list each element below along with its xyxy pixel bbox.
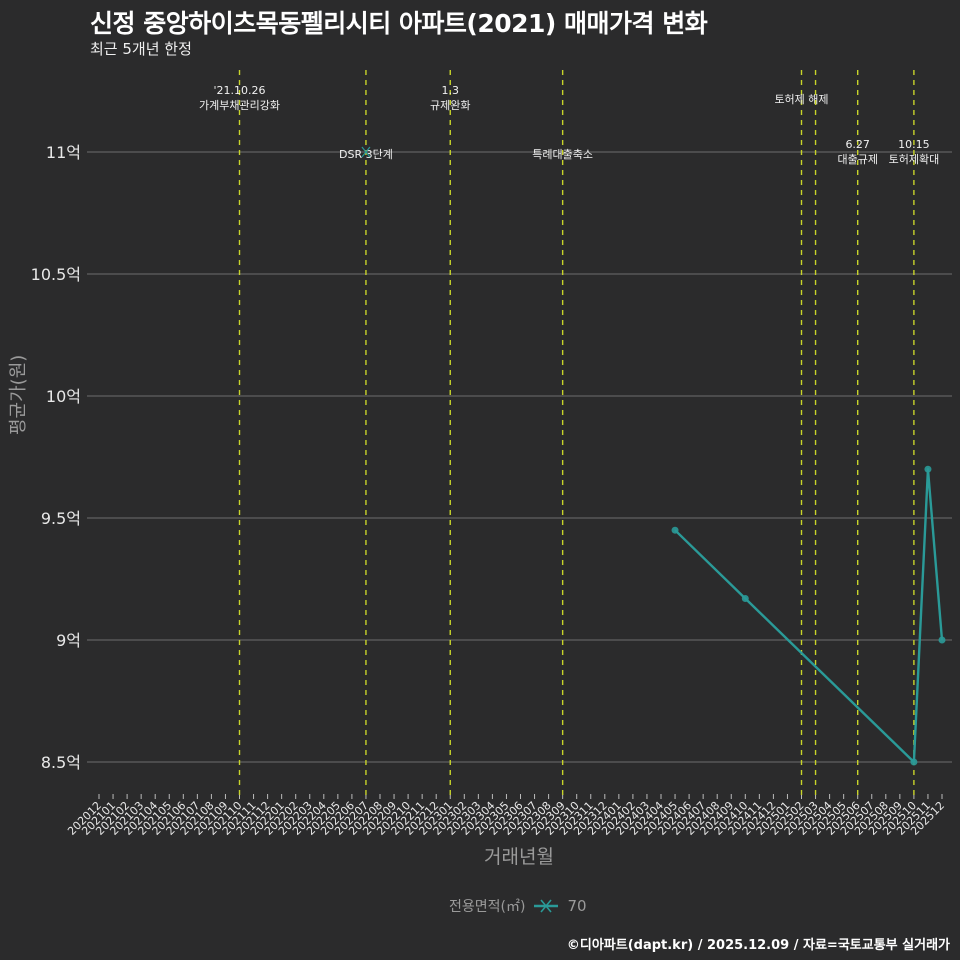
data-point[interactable] — [924, 465, 932, 473]
data-point[interactable] — [910, 758, 918, 766]
data-point[interactable] — [938, 636, 946, 644]
event-annotation: DSR 3단계 — [339, 148, 393, 161]
y-tick-label: 10억 — [46, 387, 81, 406]
event-annotation: 규제완화 — [430, 99, 470, 112]
y-axis-label: 평균가(원) — [8, 354, 29, 435]
y-tick-label: 10.5억 — [31, 265, 81, 284]
y-tick-label: 9.5억 — [41, 509, 81, 528]
legend-item-70: 70 — [567, 897, 587, 915]
event-annotation: 토허제확대 — [889, 153, 940, 166]
legend: 전용면적(㎡) 70 — [449, 896, 587, 916]
event-annotation: 특례대출축소 — [532, 148, 593, 161]
event-annotation: 1.3 — [442, 84, 460, 97]
source-caption: ©디아파트(dapt.kr) / 2025.12.09 / 자료=국토교통부 실… — [566, 938, 950, 953]
event-annotation: '21.10.26 — [213, 84, 265, 97]
legend-line-x-icon — [534, 899, 559, 913]
event-annotation: 가계부채관리강화 — [199, 99, 280, 112]
event-annotation: 대출규제 — [837, 153, 877, 166]
legend-title: 전용면적(㎡) — [449, 899, 526, 915]
event-annotation: 10.15 — [898, 138, 930, 151]
y-tick-label: 9억 — [56, 631, 81, 650]
chart-subtitle: 최근 5개년 한정 — [90, 40, 192, 58]
y-tick-label: 11억 — [46, 143, 81, 162]
data-point[interactable] — [671, 526, 679, 534]
chart-title: 신정 중앙하이츠목동펠리시티 아파트(2021) 매매가격 변화 — [90, 9, 708, 38]
x-marker-icon — [361, 146, 371, 158]
event-annotation: 토허제 해제 — [774, 92, 828, 106]
data-point[interactable] — [741, 595, 749, 603]
x-axis-label: 거래년월 — [484, 846, 554, 868]
series-line-70 — [674, 468, 944, 764]
y-tick-label: 8.5억 — [41, 753, 81, 772]
event-annotation: 6.27 — [845, 138, 870, 151]
